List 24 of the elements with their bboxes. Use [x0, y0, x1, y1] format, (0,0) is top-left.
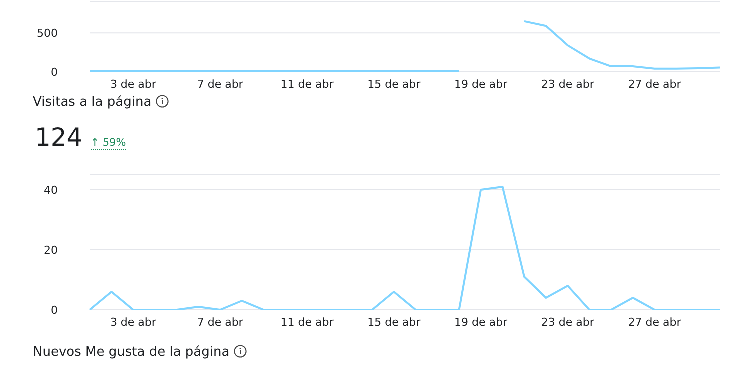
x-tick-label: 23 de abr: [541, 78, 595, 91]
x-tick-label: 27 de abr: [628, 316, 682, 329]
x-tick-label: 19 de abr: [454, 78, 508, 91]
y-tick-label: 40: [44, 184, 58, 197]
x-tick-label: 11 de abr: [280, 78, 334, 91]
x-tick-label: 15 de abr: [368, 78, 422, 91]
y-tick-label: 20: [44, 244, 58, 257]
x-tick-label: 23 de abr: [541, 316, 595, 329]
x-tick-label: 7 de abr: [197, 316, 244, 329]
x-tick-label: 7 de abr: [197, 78, 244, 91]
y-tick-label: 0: [51, 66, 58, 79]
x-tick-label: 3 de abr: [110, 316, 157, 329]
chart-subtitle: 124: [35, 123, 83, 152]
x-tick-label: 15 de abr: [368, 316, 422, 329]
x-tick-label: 19 de abr: [454, 316, 508, 329]
text: ↑ 59%: [90, 137, 126, 150]
x-tick-label: 11 de abr: [280, 316, 334, 329]
line-series: [89, 186, 721, 310]
x-tick-label: 3 de abr: [110, 78, 157, 91]
x-tick-label: 27 de abr: [628, 78, 682, 91]
y-tick-label: 500: [37, 27, 58, 40]
text: Nuevos Me gusta de la página: [33, 345, 230, 360]
chart-title: Visitas a la página: [33, 95, 152, 110]
y-tick-label: 0: [51, 304, 58, 317]
